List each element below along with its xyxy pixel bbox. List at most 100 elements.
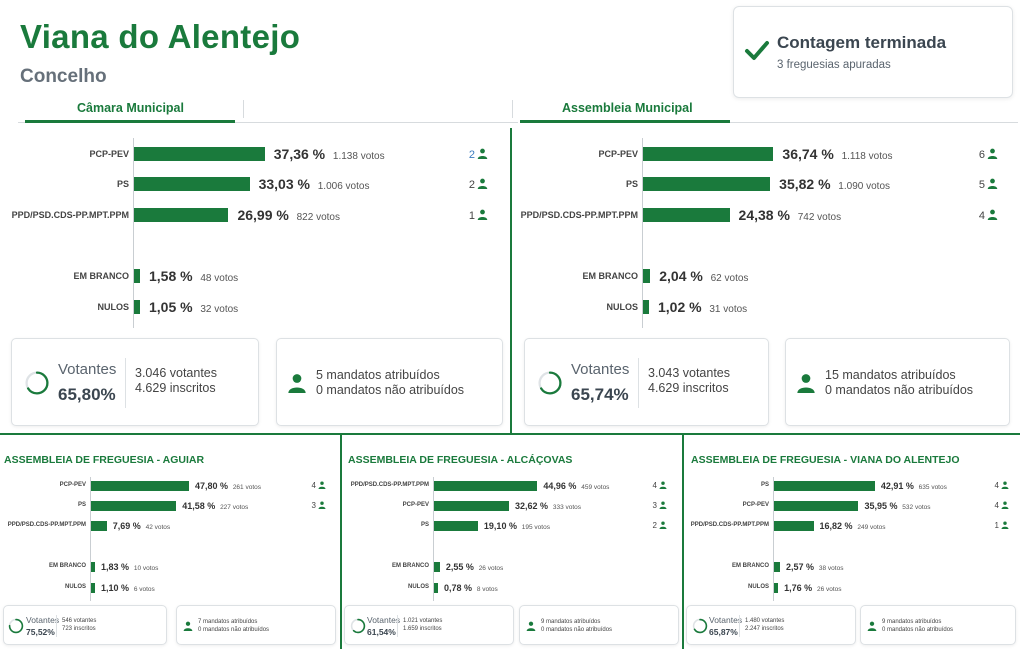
vote-bar bbox=[134, 300, 140, 314]
turnout-card: Votantes 75,52% 546 votantes 723 inscritos bbox=[3, 605, 167, 645]
vote-percentage: 36,74 % 1.118 votos bbox=[782, 146, 893, 162]
turnout-percentage: 65,80% bbox=[58, 385, 116, 404]
party-row: PCP-PEV 35,95 % 532 votos 4 bbox=[684, 501, 1022, 511]
party-label: NULOS bbox=[748, 584, 769, 590]
vote-percentage: 47,80 % 261 votos bbox=[194, 480, 262, 491]
seat-count: 4 bbox=[995, 481, 1009, 490]
chart-axis bbox=[133, 138, 134, 328]
party-row: PPD/PSD.CDS-PP.MPT.PPM 44,96 % 459 votos 4 bbox=[342, 481, 682, 491]
section-divider bbox=[510, 128, 512, 434]
person-icon bbox=[1001, 481, 1009, 489]
person-icon bbox=[867, 621, 877, 631]
party-label: EM BRANCO bbox=[732, 563, 769, 569]
mandates-card: 15 mandatos atribuídos 0 mandatos não atr… bbox=[785, 338, 1010, 426]
status-card: Contagem terminada 3 freguesias apuradas bbox=[733, 6, 1013, 98]
party-label: NULOS bbox=[408, 584, 429, 590]
turnout-card: Votantes 65,74% 3.043 votantes 4.629 inscri… bbox=[524, 338, 769, 426]
progress-ring-icon bbox=[350, 618, 366, 634]
party-row: PPD/PSD.CDS-PP.MPT.PPM 24,38 % 742 votos 4 bbox=[512, 207, 1022, 223]
progress-ring-icon bbox=[25, 371, 49, 395]
mandates-unassigned: 0 mandatos não atribuídos bbox=[316, 383, 465, 397]
party-label: PPD/PSD.CDS-PP.MPT.PPM bbox=[350, 482, 429, 488]
vote-bar bbox=[643, 208, 730, 222]
seat-count: 5 bbox=[979, 178, 998, 191]
party-label: PCP-PEV bbox=[598, 148, 638, 159]
party-label: PPD/PSD.CDS-PP.MPT.PPM bbox=[520, 209, 638, 220]
person-icon bbox=[987, 148, 998, 159]
mandates-assigned: 15 mandatos atribuídos bbox=[825, 368, 956, 382]
person-icon bbox=[659, 521, 667, 529]
vote-count: 42 votos bbox=[143, 523, 171, 531]
vote-count: 635 votos bbox=[916, 483, 947, 491]
vote-count: 62 votos bbox=[707, 273, 749, 284]
party-label: PCP-PEV bbox=[742, 502, 769, 508]
tab-assembleia-municipal[interactable]: Assembleia Municipal bbox=[562, 101, 693, 115]
vote-bar bbox=[134, 147, 265, 161]
party-label: PCP-PEV bbox=[89, 148, 129, 159]
vote-bar bbox=[434, 583, 438, 593]
person-icon bbox=[477, 178, 488, 189]
party-label: EM BRANCO bbox=[73, 270, 130, 281]
mandates-unassigned: 0 mandatos não atribuídos bbox=[882, 627, 954, 633]
party-row: PCP-PEV 36,74 % 1.118 votos 6 bbox=[512, 146, 1022, 162]
seat-count: 4 bbox=[979, 209, 998, 222]
mandates-assigned: 9 mandatos atribuídos bbox=[882, 619, 942, 625]
vote-percentage: 1,76 % 26 votos bbox=[784, 582, 842, 593]
party-row: PCP-PEV 47,80 % 261 votos 4 bbox=[0, 481, 340, 491]
vote-percentage: 2,04 % 62 votos bbox=[659, 268, 749, 284]
vote-bar bbox=[643, 147, 774, 161]
freguesia-title: ASSEMBLEIA DE FREGUESIA - AGUIAR bbox=[4, 454, 205, 466]
turnout-card: Votantes 65,87% 1.480 votantes 2.247 inscri… bbox=[686, 605, 856, 645]
chart-axis bbox=[433, 477, 434, 601]
party-label: PS bbox=[77, 502, 86, 508]
mandates-card: 7 mandatos atribuídos 0 mandatos não atri… bbox=[176, 605, 336, 645]
freguesia-title: ASSEMBLEIA DE FREGUESIA - ALCÁÇOVAS bbox=[348, 454, 573, 466]
party-label: PCP-PEV bbox=[59, 482, 86, 488]
person-icon bbox=[659, 501, 667, 509]
tab-camara-municipal[interactable]: Câmara Municipal bbox=[77, 101, 184, 115]
person-icon bbox=[318, 481, 326, 489]
party-row: PS 42,91 % 635 votos 4 bbox=[684, 481, 1022, 491]
freguesia-panel: PPD/PSD.CDS-PP.MPT.PPM 44,96 % 459 votos 4… bbox=[342, 435, 682, 649]
card-separator bbox=[638, 358, 639, 408]
turnout-label: Votantes bbox=[58, 361, 117, 378]
party-row: PPD/PSD.CDS-PP.MPT.PPM 26,99 % 822 votos 1 bbox=[0, 207, 510, 223]
party-label: PS bbox=[760, 482, 769, 488]
vote-count: 459 votos bbox=[579, 483, 610, 491]
progress-ring-icon bbox=[692, 618, 708, 634]
seat-count: 3 bbox=[312, 501, 326, 510]
vote-bar bbox=[134, 208, 229, 222]
blank-null-row: NULOS 1,05 % 32 votos bbox=[0, 299, 510, 315]
turnout-label: Votantes bbox=[709, 615, 743, 625]
blank-null-row: EM BRANCO 1,58 % 48 votos bbox=[0, 268, 510, 284]
vote-bar bbox=[434, 521, 478, 531]
blank-null-row: EM BRANCO 2,57 % 38 votos bbox=[684, 562, 1022, 572]
seat-count: 4 bbox=[653, 481, 667, 490]
vote-bar bbox=[774, 501, 859, 511]
mandates-details: 7 mandatos atribuídos 0 mandatos não atri… bbox=[198, 618, 269, 634]
vote-percentage: 35,95 % 532 votos bbox=[864, 500, 931, 511]
chart-axis bbox=[642, 138, 643, 328]
voters-count: 3.043 votantes bbox=[648, 366, 731, 380]
vote-count: 1.118 votos bbox=[838, 151, 893, 162]
card-separator bbox=[56, 614, 57, 638]
vote-bar bbox=[91, 583, 95, 593]
vote-percentage: 1,83 % 10 votos bbox=[101, 561, 159, 572]
vote-bar bbox=[91, 562, 95, 572]
turnout-label: Votantes bbox=[26, 615, 60, 625]
turnout-details: 1.480 votantes 2.247 inscritos bbox=[745, 617, 784, 633]
mandates-assigned: 9 mandatos atribuídos bbox=[541, 619, 601, 625]
vote-percentage: 26,99 % 822 votos bbox=[237, 207, 340, 223]
registered-count: 723 inscritos bbox=[62, 626, 96, 632]
registered-count: 1.659 inscritos bbox=[403, 626, 442, 632]
tab-active-indicator bbox=[25, 120, 235, 123]
vote-count: 31 votos bbox=[706, 304, 748, 315]
vote-bar bbox=[774, 562, 781, 572]
tab-underline bbox=[18, 122, 518, 123]
party-label: PPD/PSD.CDS-PP.MPT.PPM bbox=[690, 522, 769, 528]
vote-bar bbox=[643, 300, 649, 314]
vote-percentage: 32,62 % 333 votos bbox=[515, 500, 582, 511]
seat-count: 1 bbox=[995, 521, 1009, 530]
seat-count: 4 bbox=[312, 481, 326, 490]
party-label: PPD/PSD.CDS-PP.MPT.PPM bbox=[11, 209, 129, 220]
